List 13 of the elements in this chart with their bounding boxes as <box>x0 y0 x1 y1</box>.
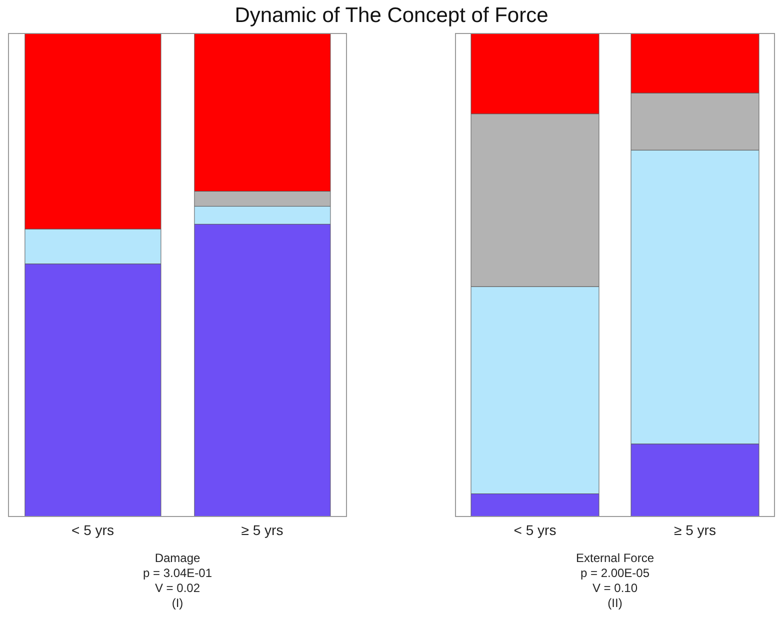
x-tick-label: ≥ 5 yrs <box>241 522 284 538</box>
text: (II) <box>606 596 624 611</box>
text: (I) <box>170 596 184 611</box>
text: p = 2.00E-05 <box>579 566 651 581</box>
x-tick-label: < 5 yrs <box>514 522 556 538</box>
x-tick-label: ≥ 5 yrs <box>674 522 716 538</box>
text: V = 0.10 <box>591 581 639 596</box>
x-axis-title: External Force <box>574 551 656 566</box>
text: V = 0.02 <box>154 581 202 596</box>
text: Dynamic of The Concept of Force <box>234 4 550 28</box>
x-axis-title: Damage <box>154 551 202 566</box>
text: p = 3.04E-01 <box>142 566 214 581</box>
x-tick-label: < 5 yrs <box>72 522 114 538</box>
